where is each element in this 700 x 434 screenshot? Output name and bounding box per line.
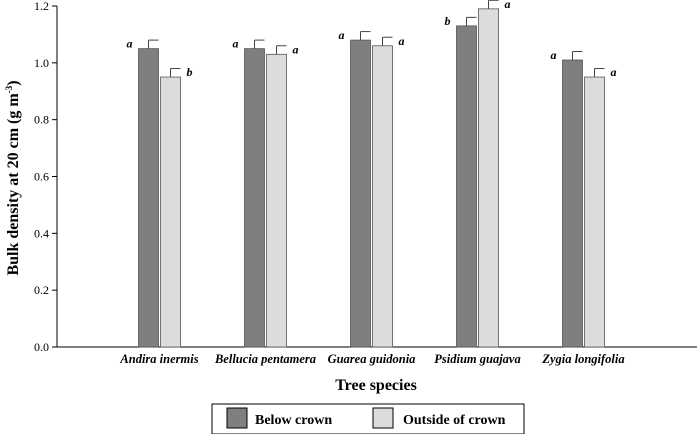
legend: Below crown Outside of crown [211, 403, 525, 434]
y-tick-label: 1.0 [34, 56, 49, 70]
significance-letter: a [611, 65, 617, 79]
legend-label-outside-of-crown: Outside of crown [403, 413, 506, 428]
y-tick-label: 0.8 [34, 113, 49, 127]
y-axis-title: Bulk density at 20 cm (g m-3) [4, 80, 22, 275]
bar [372, 45, 393, 348]
y-tick-label: 0.4 [34, 226, 49, 240]
x-tick-label: Psidium guajava [434, 352, 520, 366]
significance-letter: a [551, 48, 557, 62]
bar [478, 8, 499, 348]
legend-swatch-outside-of-crown [372, 407, 394, 429]
significance-letter: a [233, 37, 239, 51]
bar [562, 59, 583, 348]
y-tick-label: 0.2 [34, 283, 49, 297]
x-tick-label: Andira inermis [119, 352, 198, 366]
y-tick-label: 0.0 [34, 340, 49, 354]
x-axis-title: Tree species [335, 377, 417, 394]
x-tick-label: Zygia longifolia [541, 352, 624, 366]
y-tick-label: 1.2 [34, 0, 49, 13]
y-tick-label: 0.6 [34, 170, 49, 184]
bar [160, 76, 181, 348]
significance-letter: b [445, 14, 451, 28]
bar [350, 39, 371, 348]
significance-letter: a [339, 28, 345, 42]
bar [244, 48, 265, 348]
legend-label-below-crown: Below crown [255, 413, 332, 428]
x-tick-label: Bellucia pentamera [214, 352, 316, 366]
plot-area: 0.0 0.2 0.4 0.6 0.8 1.0 1.2 a b Andira inermis a a B… [34, 0, 697, 366]
bar [138, 48, 159, 348]
significance-letter: a [505, 0, 511, 11]
x-tick-label: Guarea guidonia [328, 352, 416, 366]
legend-swatch-below-crown [226, 407, 248, 429]
bar [584, 76, 605, 348]
significance-letter: b [187, 65, 193, 79]
bar [266, 53, 287, 348]
legend-frame [211, 403, 525, 434]
significance-letter: a [293, 42, 299, 56]
significance-letter: a [127, 37, 133, 51]
significance-letter: a [399, 34, 405, 48]
bar [456, 25, 477, 348]
